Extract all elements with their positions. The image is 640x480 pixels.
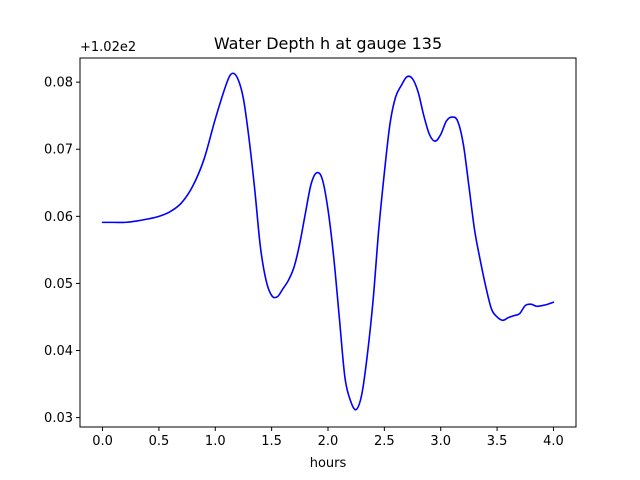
series-line	[101, 72, 555, 411]
x-axis-ticks: 0.0 0.5 1.0 1.5 2.0 2.5 3.0 3.5 4.0	[92, 427, 564, 449]
x-tick-label: 2.0	[318, 434, 339, 449]
x-tick-label: 0.0	[92, 434, 113, 449]
series-layer	[101, 72, 555, 411]
x-tick-label: 1.0	[205, 434, 226, 449]
y-tick-label: 0.04	[44, 344, 73, 359]
x-tick-label: 2.5	[374, 434, 395, 449]
y-offset-label: +1.02e2	[80, 40, 136, 55]
y-axis-ticks: 0.03 0.04 0.05 0.06 0.07 0.08	[44, 76, 80, 426]
x-tick-label: 3.0	[430, 434, 451, 449]
x-tick-label: 4.0	[543, 434, 564, 449]
y-tick-label: 0.05	[44, 277, 73, 292]
y-tick-label: 0.06	[44, 210, 73, 225]
x-tick-label: 3.5	[487, 434, 508, 449]
y-tick-label: 0.08	[44, 76, 73, 91]
plot-frame	[79, 57, 577, 428]
x-tick-label: 0.5	[149, 434, 170, 449]
x-axis-label: hours	[310, 456, 347, 471]
x-tick-label: 1.5	[261, 434, 282, 449]
y-tick-label: 0.03	[44, 411, 73, 426]
y-tick-label: 0.07	[44, 143, 73, 158]
chart-title: Water Depth h at gauge 135	[214, 34, 442, 53]
